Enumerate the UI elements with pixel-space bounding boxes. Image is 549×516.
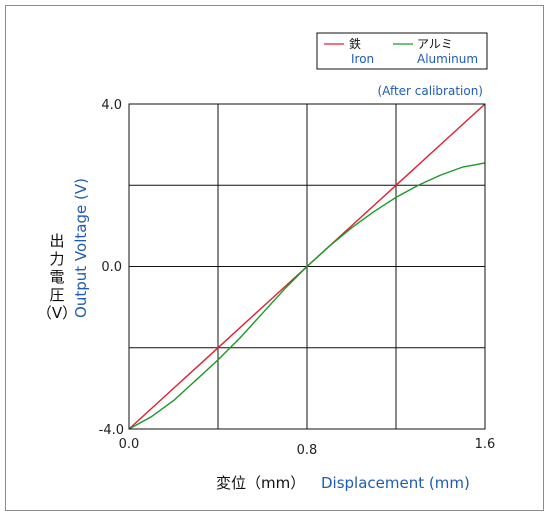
y-axis-unit: （V） xyxy=(37,304,77,322)
legend-label-aluminum-en: Aluminum xyxy=(417,52,478,66)
y-tick-label: 0.0 xyxy=(101,260,122,275)
x-axis-label-en: Displacement (mm) xyxy=(321,474,470,492)
y-axis-char: 電 xyxy=(49,268,64,286)
chart-frame xyxy=(5,5,544,511)
x-tick-label: 0.8 xyxy=(297,443,318,458)
y-axis-char: 出 xyxy=(49,232,64,250)
x-axis-label-jp: 変位（mm） xyxy=(216,474,305,492)
y-axis-label-en: Output Voltage (V) xyxy=(72,178,90,318)
y-axis-label-jp: 出 力 電 圧 （V） xyxy=(37,232,77,322)
y-axis-char: 力 xyxy=(49,250,64,268)
legend-label-aluminum-jp: アルミ xyxy=(417,37,453,51)
x-tick-label: 0.0 xyxy=(119,437,140,452)
legend-label-iron-jp: 鉄 xyxy=(349,36,361,51)
series-lines xyxy=(128,103,486,430)
legend-label-iron-en: Iron xyxy=(351,52,374,66)
y-tick-label: 4.0 xyxy=(101,98,122,113)
y-tick-label: -4.0 xyxy=(99,423,124,438)
y-axis-char: 圧 xyxy=(49,286,64,304)
legend-box xyxy=(316,32,488,70)
plot-area-border xyxy=(128,103,486,430)
calibration-note: (After calibration) xyxy=(377,84,483,98)
legend: 鉄 Iron アルミ Aluminum xyxy=(316,32,488,70)
series-line-aluminum xyxy=(128,162,486,430)
x-tick-label: 1.6 xyxy=(475,437,496,452)
